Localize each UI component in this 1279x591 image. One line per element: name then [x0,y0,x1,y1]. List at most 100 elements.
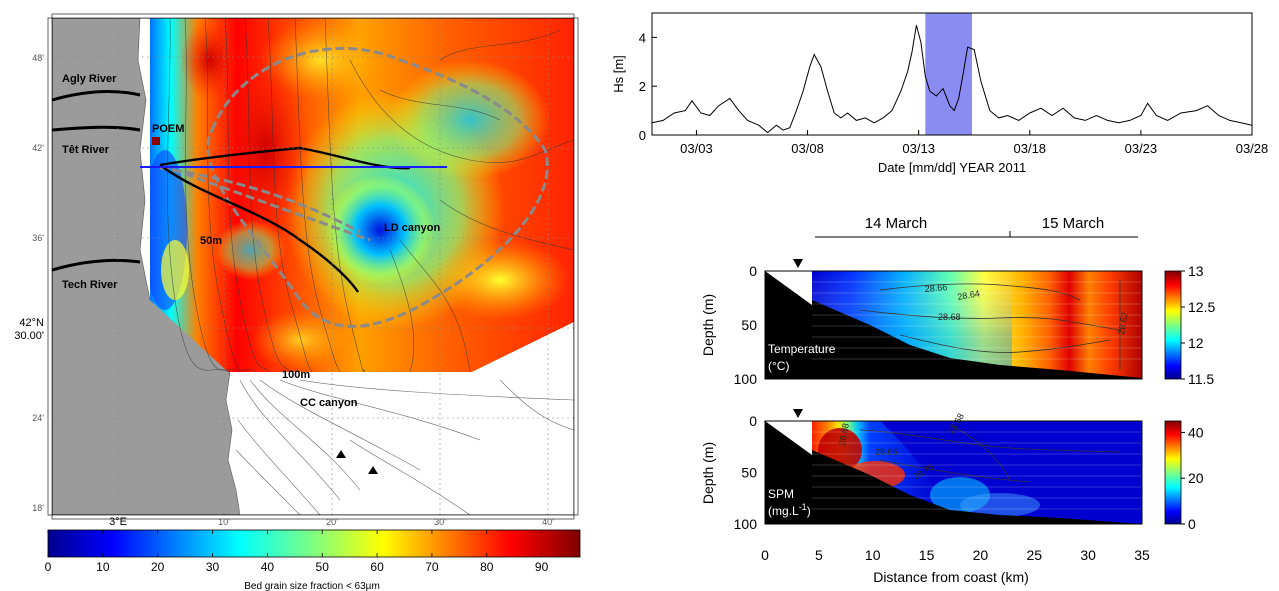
survey-outline [159,46,549,328]
date-label-14-march: 14 March [865,215,928,232]
temperature-seabed [765,271,1142,379]
spm-colorbar-ticks: 40 20 0 [1181,424,1204,532]
lat-tick-24: 24' [32,413,44,423]
distance-tick-label: 20 [973,547,989,563]
lat-tick-48: 48' [32,53,44,63]
colorbar-tick-label: 20 [1188,470,1204,486]
label-depth-50m: 50m [200,235,222,247]
temp-contour-label-1: 28.64 [957,288,981,302]
label-ld-canyon: LD canyon [384,222,441,234]
grain-size-field [150,18,574,372]
temp-contour-label-3: 28.68 [938,312,961,322]
colorbar-tick-label: 12.5 [1188,299,1215,315]
lat-tick-30: 30.00' [14,330,44,342]
distance-tick-label: 10 [865,547,881,563]
spm-colorbar [1164,420,1182,525]
temp-contour-label-4: 28.62 [1116,311,1130,335]
spm-contour-label-2: 28.66 [875,447,898,457]
wave-height-plot: 0 2 4 03/03 03/08 03/13 03/18 03/23 03/28 Hs [m… [611,12,1269,175]
colorbar-tick-label: 11.5 [1188,371,1214,387]
temperature-label: Temperature [768,342,836,356]
spm-y-ticks: 0 50 100 [734,413,769,532]
temperature-contours [859,280,1121,370]
spm-ylabel: Depth (m) [700,442,716,504]
colorbar-tick-label: 70 [425,560,439,574]
colorbar-tick-label: 0 [1188,516,1196,532]
hs-series-line [651,25,1253,134]
grain-size-colorbar-ticks: 0 10 20 30 40 50 60 70 80 90 [45,530,549,574]
colorbar-tick-label: 90 [535,560,549,574]
spm-seabed [765,421,1142,524]
svg-text:(mg.L-1): (mg.L-1) [768,502,811,518]
colorbar-tick-label: 40 [261,560,275,574]
distance-xlabel: Distance from coast (km) [873,569,1029,585]
colorbar-tick-label: 30 [206,560,220,574]
hs-y-tick-label: 2 [639,79,646,94]
spm-contours [859,424,1121,483]
colorbar-tick-label: 20 [151,560,165,574]
storm-highlight [925,13,972,135]
coast-station-marker-1 [793,259,803,268]
spm-unit-close: ) [807,504,811,518]
spm-label: SPM [768,487,794,501]
spm-contour-label-1: 28.68 [837,422,851,446]
temperature-unit: (°C) [768,359,789,373]
lon-tick-3e: 3°E [109,516,127,528]
colorbar-tick-label: 13 [1188,263,1204,279]
colorbar-tick-label: 60 [370,560,384,574]
hs-y-tick-label: 0 [639,128,646,143]
distance-tick-label: 15 [919,547,935,563]
map-panel: Agly River Têt River Tech River POEM LD … [52,18,574,515]
colorbar-tick-label: 50 [316,560,330,574]
hs-x-tick-label: 03/28 [1236,141,1269,156]
distance-x-ticks: 0 5 10 15 20 25 30 35 [761,520,1150,563]
depth-tick-label: 0 [749,263,757,279]
depth-tick-label: 100 [734,516,758,532]
label-poem: POEM [152,123,184,135]
label-tet-river: Têt River [62,144,110,156]
station-triangle-1 [336,450,346,458]
label-depth-100m: 100m [282,369,310,381]
colorbar-tick-label: 0 [45,560,52,574]
lat-tick-42: 42' [32,143,44,153]
section-header: 14 March 15 March [815,215,1138,238]
rivers [52,89,141,272]
label-cc-canyon: CC canyon [300,397,358,409]
temperature-colorbar [1164,270,1182,380]
label-tech-river: Tech River [62,279,118,291]
depth-tick-label: 0 [749,413,757,429]
depth-tick-label: 50 [741,465,757,481]
hs-x-tick-label: 03/23 [1125,141,1158,156]
lat-main: 42°N [19,317,44,329]
distance-tick-label: 35 [1134,547,1150,563]
temp-contour-label-2: 28.66 [924,282,947,294]
poem-station-marker [152,137,160,145]
hs-y-ticks: 0 2 4 [639,30,657,143]
lat-tick-36: 36' [32,233,44,243]
colorbar-tick-label: 10 [96,560,110,574]
distance-tick-label: 25 [1026,547,1042,563]
bathymetry-contours [167,18,574,515]
colorbar-tick-label: 80 [480,560,494,574]
station-triangle-2 [368,466,378,474]
lat-tick-18: 18' [32,503,44,513]
map-frame-ticks [47,13,579,520]
lon-tick-30: 30' [434,517,446,527]
hs-x-tick-label: 03/03 [680,141,713,156]
hs-x-tick-label: 03/13 [902,141,935,156]
distance-tick-label: 5 [815,547,823,563]
grain-size-colorbar [47,529,581,558]
temperature-colorbar-ticks: 13 12.5 12 11.5 [1181,263,1215,387]
hs-y-tick-label: 4 [639,30,646,45]
temperature-ylabel: Depth (m) [700,294,716,356]
depth-tick-label: 100 [734,371,758,387]
distance-tick-label: 30 [1080,547,1096,563]
grain-size-colorbar-label: Bed grain size fraction < 63µm [244,581,380,591]
spm-unit: (mg.L [768,504,799,518]
distance-tick-label: 0 [761,547,769,563]
hs-xlabel: Date [mm/dd] YEAR 2011 [878,160,1026,175]
spm-section: 28.68 28.66 28.70 28.68 SPM (mg.L-1) 050… [700,409,1204,532]
hs-plot-frame [651,12,1253,136]
graticule [52,18,574,515]
